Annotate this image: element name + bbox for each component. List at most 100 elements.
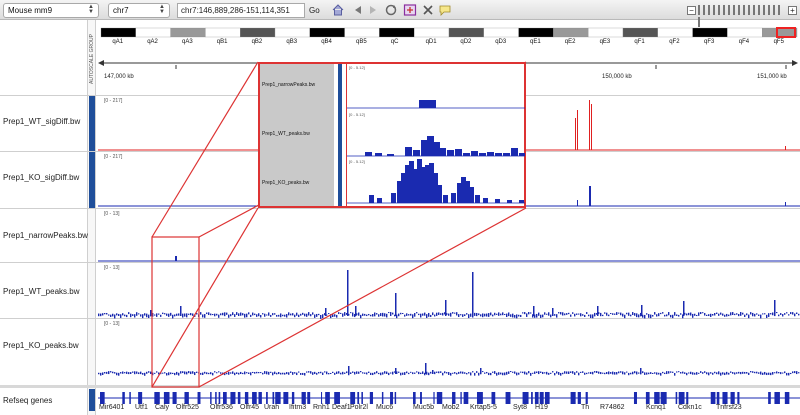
refresh-icon[interactable] — [384, 3, 398, 17]
inset-name-panel: Prep1_narrowPeaks.bw Prep1_WT_peaks.bw P… — [260, 64, 334, 206]
refseq-group-marker — [89, 389, 95, 411]
gene-label[interactable]: Rnh1 — [313, 404, 330, 411]
gene-label[interactable]: Muc5b — [413, 404, 435, 411]
gene-label[interactable]: Mob2 — [442, 404, 460, 411]
chevron-updown-icon: ▲ ▼ — [159, 4, 165, 15]
region-of-interest-icon[interactable] — [403, 3, 417, 17]
gene-label[interactable]: Utf1 — [135, 404, 148, 411]
gene-label[interactable]: Caly — [155, 404, 170, 411]
gene-label[interactable]: R74862 — [600, 404, 625, 411]
gene-label[interactable]: Mir6401 — [99, 404, 125, 411]
gene-label[interactable]: Tnfrsf23 — [716, 404, 742, 411]
range-label: [0 - 13] — [104, 211, 120, 217]
ideogram-band-label: qD3 — [495, 39, 507, 45]
zoom-out-button[interactable]: − — [687, 6, 696, 15]
track-name-panel — [0, 20, 88, 415]
track-label-narrowpeaks[interactable]: Prep1_narrowPeaks.bw — [3, 231, 88, 240]
inset-narrowpeak — [419, 100, 436, 108]
gene-label[interactable]: Ifitm3 — [289, 404, 307, 411]
genome-value: Mouse mm9 — [8, 6, 53, 15]
ko-sigdiff-peaks — [577, 186, 786, 206]
track-label-wt-sigdiff[interactable]: Prep1_WT_sigDiff.bw — [3, 117, 81, 126]
ideogram-band-label: qA2 — [147, 39, 158, 45]
gene-label[interactable]: Th — [581, 404, 590, 411]
home-icon[interactable] — [331, 3, 345, 17]
ideogram-band-label: qE2 — [564, 39, 576, 45]
ideogram-band-label: qB1 — [216, 39, 228, 45]
inset-range-label: [0 - 5.12] — [349, 159, 365, 164]
track-label-wt-peaks[interactable]: Prep1_WT_peaks.bw — [3, 287, 80, 296]
inset-label-wt-peaks: Prep1_WT_peaks.bw — [262, 131, 310, 137]
range-label: [0 - 217] — [104, 154, 123, 160]
inset-data-area: [0 - 5.12] [0 - 5.12] [0 - 5.12] — [346, 64, 525, 206]
gene-label[interactable]: Krtap5-5 — [470, 404, 497, 411]
track-label-ko-peaks[interactable]: Prep1_KO_peaks.bw — [3, 341, 79, 350]
ideogram-band-label: qE1 — [530, 39, 541, 45]
ideogram-band-label: qB2 — [251, 39, 263, 45]
autoscale-group-marker — [89, 96, 95, 208]
gene-label[interactable]: Urah — [264, 404, 280, 411]
inset-range-label: [0 - 5.12] — [349, 112, 365, 117]
inset-wt-signal — [365, 136, 525, 156]
chromosome-value: chr7 — [113, 6, 129, 15]
ideogram-band-label: qA1 — [112, 39, 124, 45]
ideogram-band-label: qF3 — [704, 39, 715, 45]
ideogram-band-label: qF1 — [634, 39, 645, 45]
inset-range-label: [0 - 5.12] — [349, 65, 365, 70]
zoom-in-button[interactable]: + — [788, 6, 797, 15]
zoom-slider[interactable] — [698, 5, 786, 27]
genome-dropdown[interactable]: Mouse mm9 ▲ ▼ — [3, 3, 99, 18]
track-separator — [0, 318, 800, 319]
close-icon[interactable] — [421, 3, 435, 17]
zoom-inset-panel: Prep1_narrowPeaks.bw Prep1_WT_peaks.bw P… — [258, 62, 526, 208]
go-button[interactable]: Go — [309, 6, 320, 15]
gene-label[interactable]: Polr2l — [350, 404, 368, 411]
range-label: [0 - 217] — [104, 98, 123, 104]
inset-label-narrowpeaks: Prep1_narrowPeaks.bw — [262, 82, 316, 88]
gene-label[interactable]: Olfr45 — [240, 404, 260, 411]
ideogram-band-label: qB5 — [356, 39, 367, 45]
toolbar: Mouse mm9 ▲ ▼ chr7 ▲ ▼ chr7:146,889,286-15… — [0, 0, 800, 27]
ideogram-band-label: qB3 — [286, 39, 298, 45]
track-separator — [0, 262, 800, 263]
ideogram-current-region — [776, 27, 796, 38]
narrowpeak-mark — [175, 256, 177, 261]
chromosome-dropdown[interactable]: chr7 ▲ ▼ — [108, 3, 170, 18]
gene-label[interactable]: Cdkn1c — [678, 404, 702, 411]
attribute-column — [88, 20, 96, 415]
ideogram-band-label: qF2 — [669, 39, 680, 45]
ruler-label-147000: 147,000 kb — [104, 74, 134, 80]
gene-label[interactable]: Syt8 — [513, 404, 528, 411]
track-label-refseq[interactable]: Refseq genes — [3, 396, 53, 405]
wt-sigdiff-peaks — [575, 100, 786, 150]
ideogram-band-label: qA3 — [182, 39, 193, 45]
comment-icon[interactable] — [438, 3, 452, 17]
ko-peaks-signal — [98, 363, 800, 376]
ideogram-band-label: qF5 — [773, 39, 784, 45]
inset-group-marker — [338, 64, 342, 206]
forward-arrow-icon[interactable] — [366, 3, 380, 17]
gene-label[interactable]: Deaf1 — [332, 404, 351, 411]
ideogram-band-label: qD2 — [460, 39, 472, 45]
inset-ko-signal — [369, 159, 524, 203]
panel-divider — [0, 385, 800, 388]
gene-label[interactable]: Muc6 — [376, 404, 394, 411]
ruler-label-151000: 151,000 kb — [757, 74, 787, 80]
back-arrow-icon[interactable] — [351, 3, 365, 17]
ideogram-band-label: qB4 — [321, 39, 332, 45]
gene-label[interactable]: H19 — [535, 404, 548, 411]
range-label: [0 - 13] — [104, 321, 120, 327]
track-label-ko-sigdiff[interactable]: Prep1_KO_sigDiff.bw — [3, 173, 80, 182]
chevron-updown-icon: ▲ ▼ — [88, 4, 94, 15]
zoom-source-region — [151, 236, 200, 388]
gene-label[interactable]: Olfr536 — [210, 404, 233, 411]
gene-label[interactable]: Olfr525 — [176, 404, 199, 411]
ruler-label-150000: 150,000 kb — [602, 74, 632, 80]
gene-label[interactable]: Kcnq1 — [646, 404, 666, 411]
ideogram-band-label: qC — [390, 39, 399, 45]
ideogram-band-label: qF4 — [738, 39, 750, 45]
locus-input[interactable]: chr7:146,889,286-151,114,351 — [177, 3, 305, 18]
